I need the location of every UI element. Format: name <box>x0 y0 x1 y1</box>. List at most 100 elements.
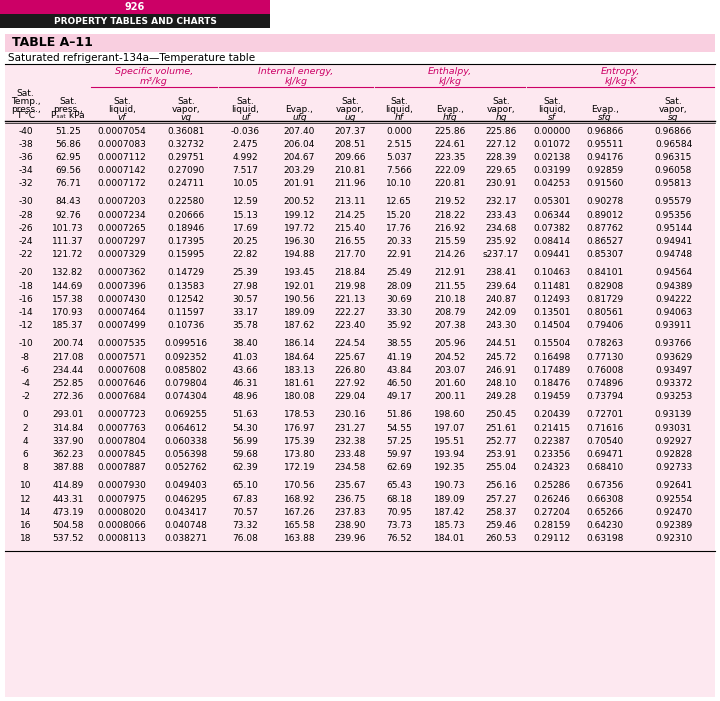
Text: 259.46: 259.46 <box>485 521 517 530</box>
Text: 0.65266: 0.65266 <box>586 508 624 517</box>
Text: 240.87: 240.87 <box>485 295 517 304</box>
Text: 196.30: 196.30 <box>284 237 315 246</box>
Text: 0.10463: 0.10463 <box>534 268 571 278</box>
Text: 157.38: 157.38 <box>52 295 84 304</box>
Text: 219.98: 219.98 <box>334 282 366 291</box>
Text: Sat.: Sat. <box>492 97 510 105</box>
Text: 51.86: 51.86 <box>386 411 412 419</box>
Text: 242.09: 242.09 <box>485 308 517 317</box>
Text: 101.73: 101.73 <box>52 224 84 233</box>
Text: 51.63: 51.63 <box>233 411 258 419</box>
Text: 59.97: 59.97 <box>386 450 412 459</box>
Text: 0.68410: 0.68410 <box>586 463 624 472</box>
Text: 238.90: 238.90 <box>334 521 366 530</box>
Text: 216.92: 216.92 <box>434 224 466 233</box>
Text: Specific volume,: Specific volume, <box>115 67 193 76</box>
Text: 0.0007265: 0.0007265 <box>98 224 146 233</box>
Text: 43.84: 43.84 <box>386 366 412 375</box>
Text: 76.71: 76.71 <box>55 179 81 189</box>
Text: 0.14504: 0.14504 <box>534 321 570 330</box>
Text: 200.11: 200.11 <box>434 393 466 401</box>
Text: 0.0007723: 0.0007723 <box>98 411 146 419</box>
Text: 0.19459: 0.19459 <box>534 393 571 401</box>
Text: 170.93: 170.93 <box>52 308 84 317</box>
Text: 68.18: 68.18 <box>386 495 412 504</box>
Text: 46.50: 46.50 <box>386 379 412 388</box>
Text: 49.17: 49.17 <box>386 393 412 401</box>
Text: 0.0008113: 0.0008113 <box>98 534 146 543</box>
Text: 235.92: 235.92 <box>485 237 517 246</box>
Text: 0.038271: 0.038271 <box>164 534 207 543</box>
Text: 0.94222: 0.94222 <box>655 295 692 304</box>
Text: 0.84101: 0.84101 <box>586 268 624 278</box>
Bar <box>0 14 270 28</box>
Text: 0.21415: 0.21415 <box>534 423 570 433</box>
Text: 224.61: 224.61 <box>434 139 466 149</box>
Text: 225.67: 225.67 <box>334 353 366 362</box>
Text: 0.73794: 0.73794 <box>586 393 624 401</box>
Text: vapor,: vapor, <box>660 104 688 114</box>
Text: Pₛₐₜ kPa: Pₛₐₜ kPa <box>51 111 85 119</box>
Text: 0.0007499: 0.0007499 <box>98 321 146 330</box>
Text: 0.36081: 0.36081 <box>167 126 204 135</box>
Text: 253.91: 253.91 <box>485 450 517 459</box>
Text: 0.26246: 0.26246 <box>534 495 570 504</box>
Text: 22.82: 22.82 <box>233 250 258 259</box>
Text: -24: -24 <box>18 237 32 246</box>
Text: 0.27090: 0.27090 <box>167 166 204 175</box>
Text: -6: -6 <box>21 366 30 375</box>
Text: 0.09441: 0.09441 <box>534 250 570 259</box>
Text: 221.13: 221.13 <box>334 295 366 304</box>
Text: 218.84: 218.84 <box>334 268 366 278</box>
Text: 0.22387: 0.22387 <box>534 437 570 446</box>
Text: 5.037: 5.037 <box>386 153 412 162</box>
Text: 211.55: 211.55 <box>434 282 466 291</box>
Text: 257.27: 257.27 <box>485 495 517 504</box>
Text: 17.69: 17.69 <box>233 224 258 233</box>
Text: 187.62: 187.62 <box>284 321 315 330</box>
Text: hfg: hfg <box>443 112 457 121</box>
Text: 111.37: 111.37 <box>52 237 84 246</box>
Text: hg: hg <box>495 112 507 121</box>
Text: 172.19: 172.19 <box>284 463 315 472</box>
Text: 62.39: 62.39 <box>233 463 258 472</box>
Text: 387.88: 387.88 <box>52 463 84 472</box>
Text: -34: -34 <box>18 166 33 175</box>
Text: 203.07: 203.07 <box>434 366 466 375</box>
Text: 69.56: 69.56 <box>55 166 81 175</box>
Text: 0.05301: 0.05301 <box>534 198 571 207</box>
Text: 12: 12 <box>20 495 31 504</box>
Text: 204.52: 204.52 <box>434 353 466 362</box>
Text: 239.64: 239.64 <box>485 282 517 291</box>
Bar <box>0 0 270 14</box>
Text: 0.18946: 0.18946 <box>167 224 204 233</box>
Text: 0.92927: 0.92927 <box>655 437 692 446</box>
Text: Evap.,: Evap., <box>286 104 313 114</box>
Text: 233.48: 233.48 <box>334 450 366 459</box>
Text: 0.15504: 0.15504 <box>534 339 571 348</box>
Text: liquid,: liquid, <box>108 104 136 114</box>
Text: -4: -4 <box>21 379 30 388</box>
Text: 132.82: 132.82 <box>53 268 84 278</box>
Text: 215.40: 215.40 <box>334 224 366 233</box>
Text: 180.08: 180.08 <box>284 393 315 401</box>
Text: 210.18: 210.18 <box>434 295 466 304</box>
Text: 222.27: 222.27 <box>334 308 366 317</box>
Text: Sat.: Sat. <box>17 88 35 97</box>
Text: 0.96058: 0.96058 <box>654 166 692 175</box>
Text: 56.86: 56.86 <box>55 139 81 149</box>
Text: 73.73: 73.73 <box>386 521 412 530</box>
Text: 473.19: 473.19 <box>53 508 84 517</box>
Text: -8: -8 <box>21 353 30 362</box>
Text: 51.25: 51.25 <box>55 126 81 135</box>
Text: 0.93372: 0.93372 <box>655 379 692 388</box>
Text: -20: -20 <box>18 268 33 278</box>
Text: 0.24711: 0.24711 <box>168 179 204 189</box>
Text: 4: 4 <box>23 437 28 446</box>
Text: 62.95: 62.95 <box>55 153 81 162</box>
Text: 251.61: 251.61 <box>485 423 517 433</box>
Text: 0.0007142: 0.0007142 <box>98 166 146 175</box>
Text: 258.37: 258.37 <box>485 508 517 517</box>
Text: 252.77: 252.77 <box>485 437 517 446</box>
Text: 210.81: 210.81 <box>334 166 366 175</box>
